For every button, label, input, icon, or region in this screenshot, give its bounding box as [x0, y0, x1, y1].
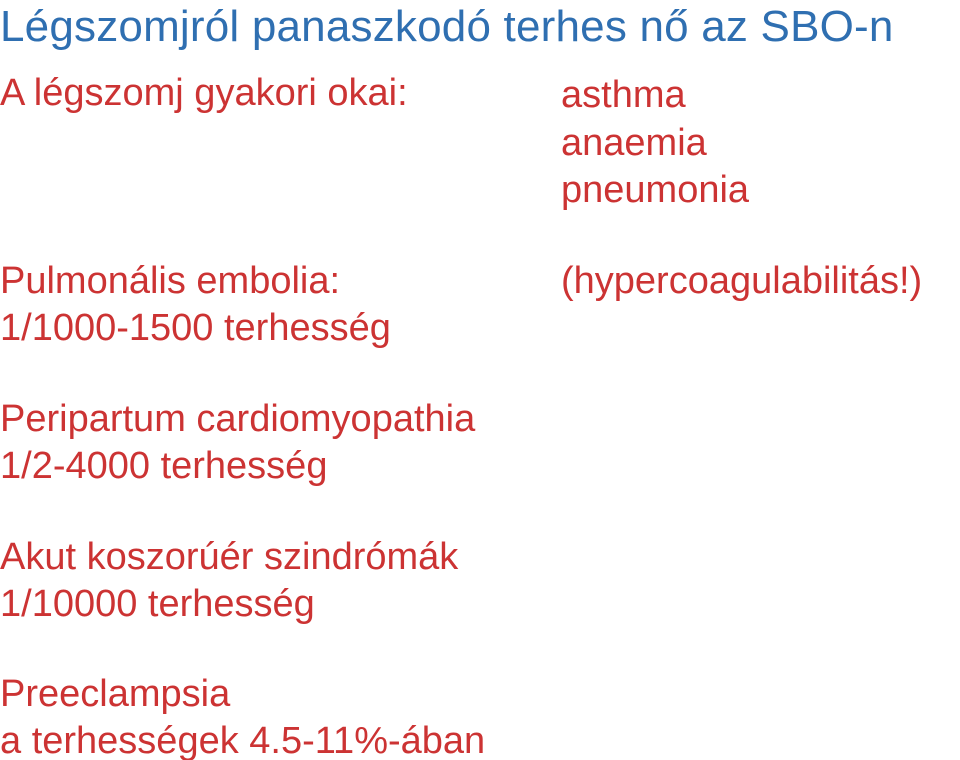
pulmonary-embolia-label: Pulmonális embolia:: [0, 260, 340, 303]
slide-title: Légszomjról panaszkodó terhes nő az SBO-…: [0, 2, 894, 52]
pulmonary-embolia-frequency: 1/1000-1500 terhesség: [0, 307, 391, 350]
pulmonary-embolia-note: (hypercoagulabilitás!): [561, 260, 922, 303]
cause-pneumonia: pneumonia: [561, 167, 749, 215]
cause-asthma: asthma: [561, 72, 749, 120]
preeclampsia-label: Preeclampsia: [0, 673, 230, 716]
peripartum-frequency: 1/2-4000 terhesség: [0, 445, 327, 488]
subtitle-text: A légszomj gyakori okai:: [0, 72, 408, 115]
slide: Légszomjról panaszkodó terhes nő az SBO-…: [0, 0, 960, 760]
cause-anaemia: anaemia: [561, 120, 749, 168]
peripartum-label: Peripartum cardiomyopathia: [0, 398, 475, 441]
acute-coronary-frequency: 1/10000 terhesség: [0, 583, 315, 626]
causes-list: asthma anaemia pneumonia: [561, 72, 749, 215]
preeclampsia-frequency: a terhességek 4.5-11%-ában: [0, 720, 485, 760]
acute-coronary-label: Akut koszorúér szindrómák: [0, 536, 458, 579]
